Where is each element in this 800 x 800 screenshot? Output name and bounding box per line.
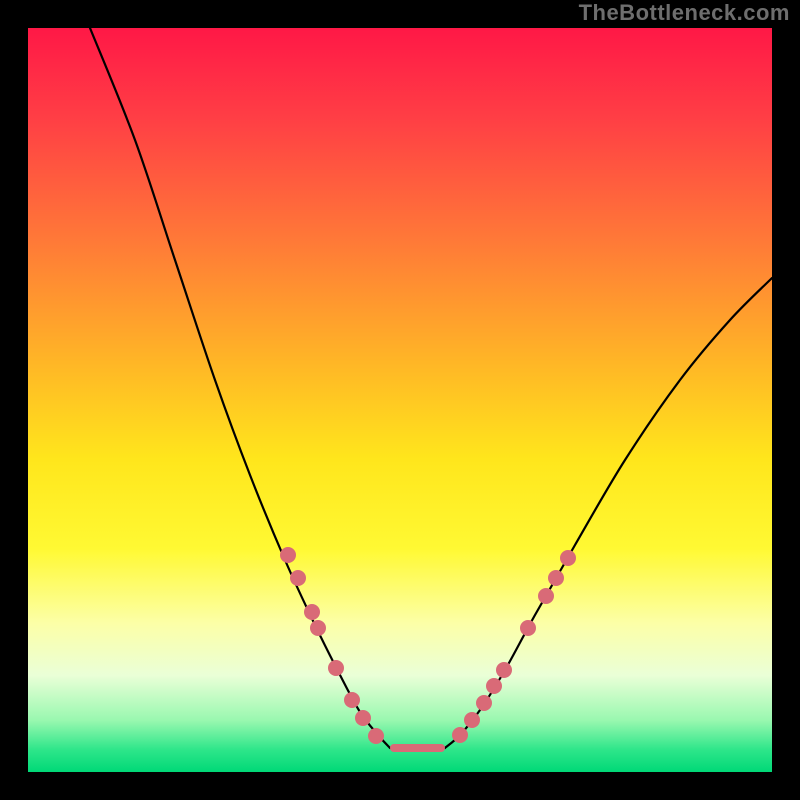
bottleneck-chart [0, 0, 800, 800]
data-dot [368, 728, 384, 744]
data-dot [290, 570, 306, 586]
data-dot [496, 662, 512, 678]
data-dot [280, 547, 296, 563]
watermark-text: TheBottleneck.com [579, 0, 790, 26]
data-dot [560, 550, 576, 566]
data-dot [548, 570, 564, 586]
flat-bottom-marker [390, 744, 445, 752]
chart-frame: TheBottleneck.com [0, 0, 800, 800]
data-dot [520, 620, 536, 636]
data-dot [538, 588, 554, 604]
data-dot [476, 695, 492, 711]
data-dot [328, 660, 344, 676]
data-dot [355, 710, 371, 726]
data-dot [304, 604, 320, 620]
data-dot [310, 620, 326, 636]
data-dot [486, 678, 502, 694]
data-dot [344, 692, 360, 708]
data-dot [452, 727, 468, 743]
data-dot [464, 712, 480, 728]
plot-background [28, 28, 772, 772]
